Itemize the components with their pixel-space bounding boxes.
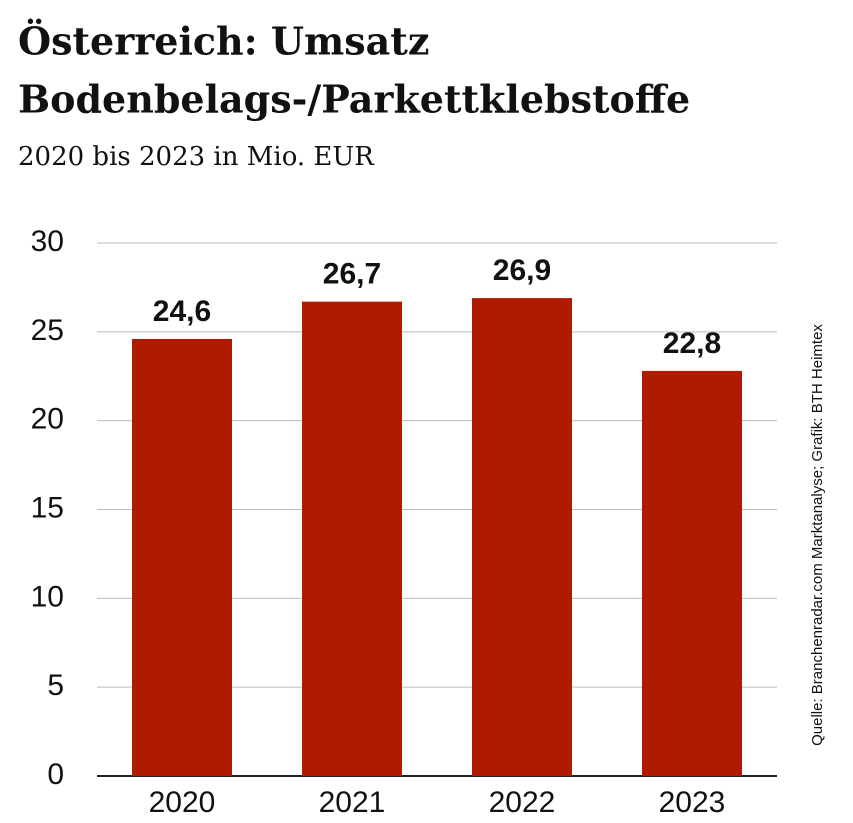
y-tick-label: 30: [31, 225, 64, 258]
value-label: 24,6: [153, 295, 211, 328]
bar: [472, 298, 572, 776]
x-tick-label: 2021: [319, 786, 386, 819]
bar: [302, 301, 402, 776]
y-tick-label: 0: [47, 758, 64, 791]
chart-title: Österreich: Umsatz: [18, 19, 429, 64]
bar: [132, 338, 232, 776]
y-tick-label: 20: [31, 403, 64, 436]
y-tick-label: 15: [31, 491, 64, 524]
y-tick-label: 25: [31, 314, 64, 347]
value-label: 26,7: [323, 258, 381, 291]
value-label: 22,8: [663, 327, 721, 360]
chart-subtitle: 2020 bis 2023 in Mio. EUR: [18, 142, 375, 172]
x-tick-label: 2023: [659, 786, 726, 819]
x-tick-label: 2020: [149, 786, 216, 819]
bar: [642, 370, 742, 776]
y-tick-label: 10: [31, 580, 64, 613]
y-tick-label: 5: [47, 669, 64, 702]
chart-title: Bodenbelags-/Parkettklebstoffe: [18, 77, 690, 122]
source-note: Quelle: Branchenradar.com Marktanalyse; …: [809, 324, 826, 746]
x-tick-label: 2022: [489, 786, 556, 819]
value-label: 26,9: [493, 254, 551, 287]
